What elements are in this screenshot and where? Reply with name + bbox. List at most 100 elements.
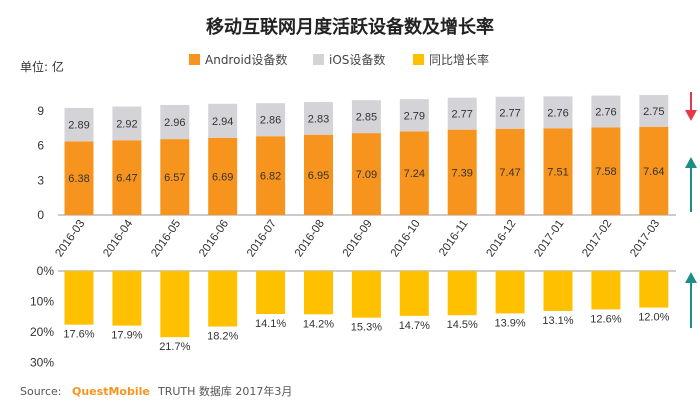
device-count-chart: 0 3 6 9 6.38 2.89 2016-03 6.47 2.92 2016-04 6.57 2.… [37, 92, 697, 259]
ios-value-label: 2.75 [643, 106, 664, 118]
ios-bar [256, 103, 286, 137]
growth-bar [256, 271, 286, 315]
growth-bar [351, 271, 381, 318]
ios-value-label: 2.77 [499, 108, 520, 120]
growth-bar [304, 271, 333, 315]
ios-value-label: 2.76 [595, 107, 616, 119]
android-bar [256, 136, 286, 215]
growth-bar [112, 271, 142, 326]
legend-swatch-android [189, 54, 200, 65]
android-bar [351, 133, 381, 215]
x-tick-label: 2016-03 [53, 218, 87, 259]
growth-value-label: 14.7% [399, 320, 430, 332]
unit-label: 单位: 亿 [20, 59, 64, 74]
x-tick-label: 2016-05 [149, 218, 183, 259]
legend: Android设备数 iOS设备数 同比增长率 [189, 52, 489, 67]
legend-swatch-growth [413, 54, 424, 65]
growth-value-label: 12.0% [638, 312, 669, 324]
ios-bar [304, 102, 333, 135]
growth-value-label: 13.1% [542, 315, 573, 327]
android-bar [399, 131, 429, 215]
legend-label-android: Android设备数 [205, 52, 287, 67]
ios-value-label: 2.92 [116, 118, 137, 130]
ios-value-label: 2.76 [547, 107, 568, 119]
android-value-label: 6.69 [212, 171, 233, 183]
up-arrow-icon [685, 157, 697, 168]
ios-value-label: 2.83 [308, 113, 329, 125]
android-value-label: 6.47 [116, 173, 137, 185]
android-value-label: 7.47 [499, 167, 520, 179]
ios-value-label: 2.89 [68, 120, 89, 132]
x-tick-label: 2017-03 [628, 218, 662, 259]
android-value-label: 6.82 [260, 171, 281, 183]
android-bar [447, 129, 477, 215]
growth-bar [399, 271, 429, 316]
growth-tick-label: 20% [30, 325, 54, 339]
android-bar [160, 139, 190, 215]
source-line: Source: QuestMobile TRUTH 数据库 2017年3月 [20, 384, 292, 398]
android-value-label: 6.95 [308, 170, 329, 182]
ios-bar [112, 106, 142, 141]
ios-value-label: 2.79 [404, 110, 425, 122]
ios-bar [639, 94, 669, 127]
growth-bar [64, 271, 94, 325]
x-tick-label: 2016-09 [341, 218, 375, 259]
ios-bar [351, 100, 381, 134]
android-bar [639, 126, 669, 215]
growth-bar [591, 271, 621, 310]
growth-bar [495, 271, 525, 314]
growth-tick-label: 10% [30, 295, 54, 309]
android-bar [64, 141, 94, 215]
x-tick-label: 2016-06 [197, 218, 231, 259]
android-value-label: 7.51 [547, 167, 568, 179]
android-value-label: 7.39 [451, 167, 472, 179]
x-tick-label: 2016-08 [293, 218, 327, 259]
growth-value-label: 14.5% [447, 319, 478, 331]
x-tick-label: 2016-12 [485, 218, 519, 259]
legend-label-growth: 同比增长率 [429, 52, 489, 67]
android-bar [495, 128, 525, 215]
ios-value-label: 2.96 [164, 117, 185, 129]
x-tick-label: 2016-11 [437, 218, 471, 259]
growth-value-label: 15.3% [351, 322, 382, 334]
source-rest: TRUTH 数据库 2017年3月 [157, 384, 292, 398]
down-arrow-icon [685, 110, 697, 121]
growth-value-label: 17.9% [111, 330, 142, 342]
y-tick-label: 6 [37, 139, 44, 153]
ios-value-label: 2.94 [212, 116, 233, 128]
android-value-label: 7.58 [595, 166, 616, 178]
growth-value-label: 18.2% [207, 331, 238, 343]
android-bar [591, 127, 621, 215]
growth-bar [543, 271, 573, 311]
ios-bar [399, 99, 429, 132]
growth-bar [639, 271, 669, 308]
x-tick-label: 2016-10 [389, 218, 423, 259]
growth-value-label: 14.2% [303, 318, 334, 330]
growth-value-label: 14.1% [255, 318, 286, 330]
growth-value-label: 12.6% [590, 313, 621, 325]
growth-tick-label: 0% [37, 264, 55, 278]
ios-bar [495, 96, 525, 129]
growth-rate-chart: 0% 10% 20% 30% 17.6% 17.9% 21.7% 18.2% 14.1% 14.2… [30, 264, 697, 370]
growth-value-label: 21.7% [159, 341, 190, 353]
x-tick-label: 2017-02 [580, 218, 614, 259]
ios-bar [591, 95, 621, 128]
android-bar [112, 140, 142, 215]
growth-up-arrow-icon [685, 272, 697, 283]
ios-bar [208, 103, 238, 138]
android-value-label: 7.24 [404, 168, 425, 180]
android-value-label: 6.57 [164, 172, 185, 184]
x-tick-label: 2017-01 [532, 218, 566, 259]
android-bar [543, 128, 573, 215]
growth-bar [208, 271, 238, 327]
x-tick-label: 2016-07 [245, 218, 279, 259]
growth-bar [447, 271, 477, 316]
android-value-label: 7.64 [643, 166, 664, 178]
source-brand: QuestMobile [72, 385, 150, 398]
ios-value-label: 2.86 [260, 115, 281, 127]
growth-tick-label: 30% [30, 356, 54, 370]
ios-bar [543, 96, 573, 129]
android-bar [304, 134, 333, 215]
x-tick-label: 2016-04 [101, 217, 135, 259]
